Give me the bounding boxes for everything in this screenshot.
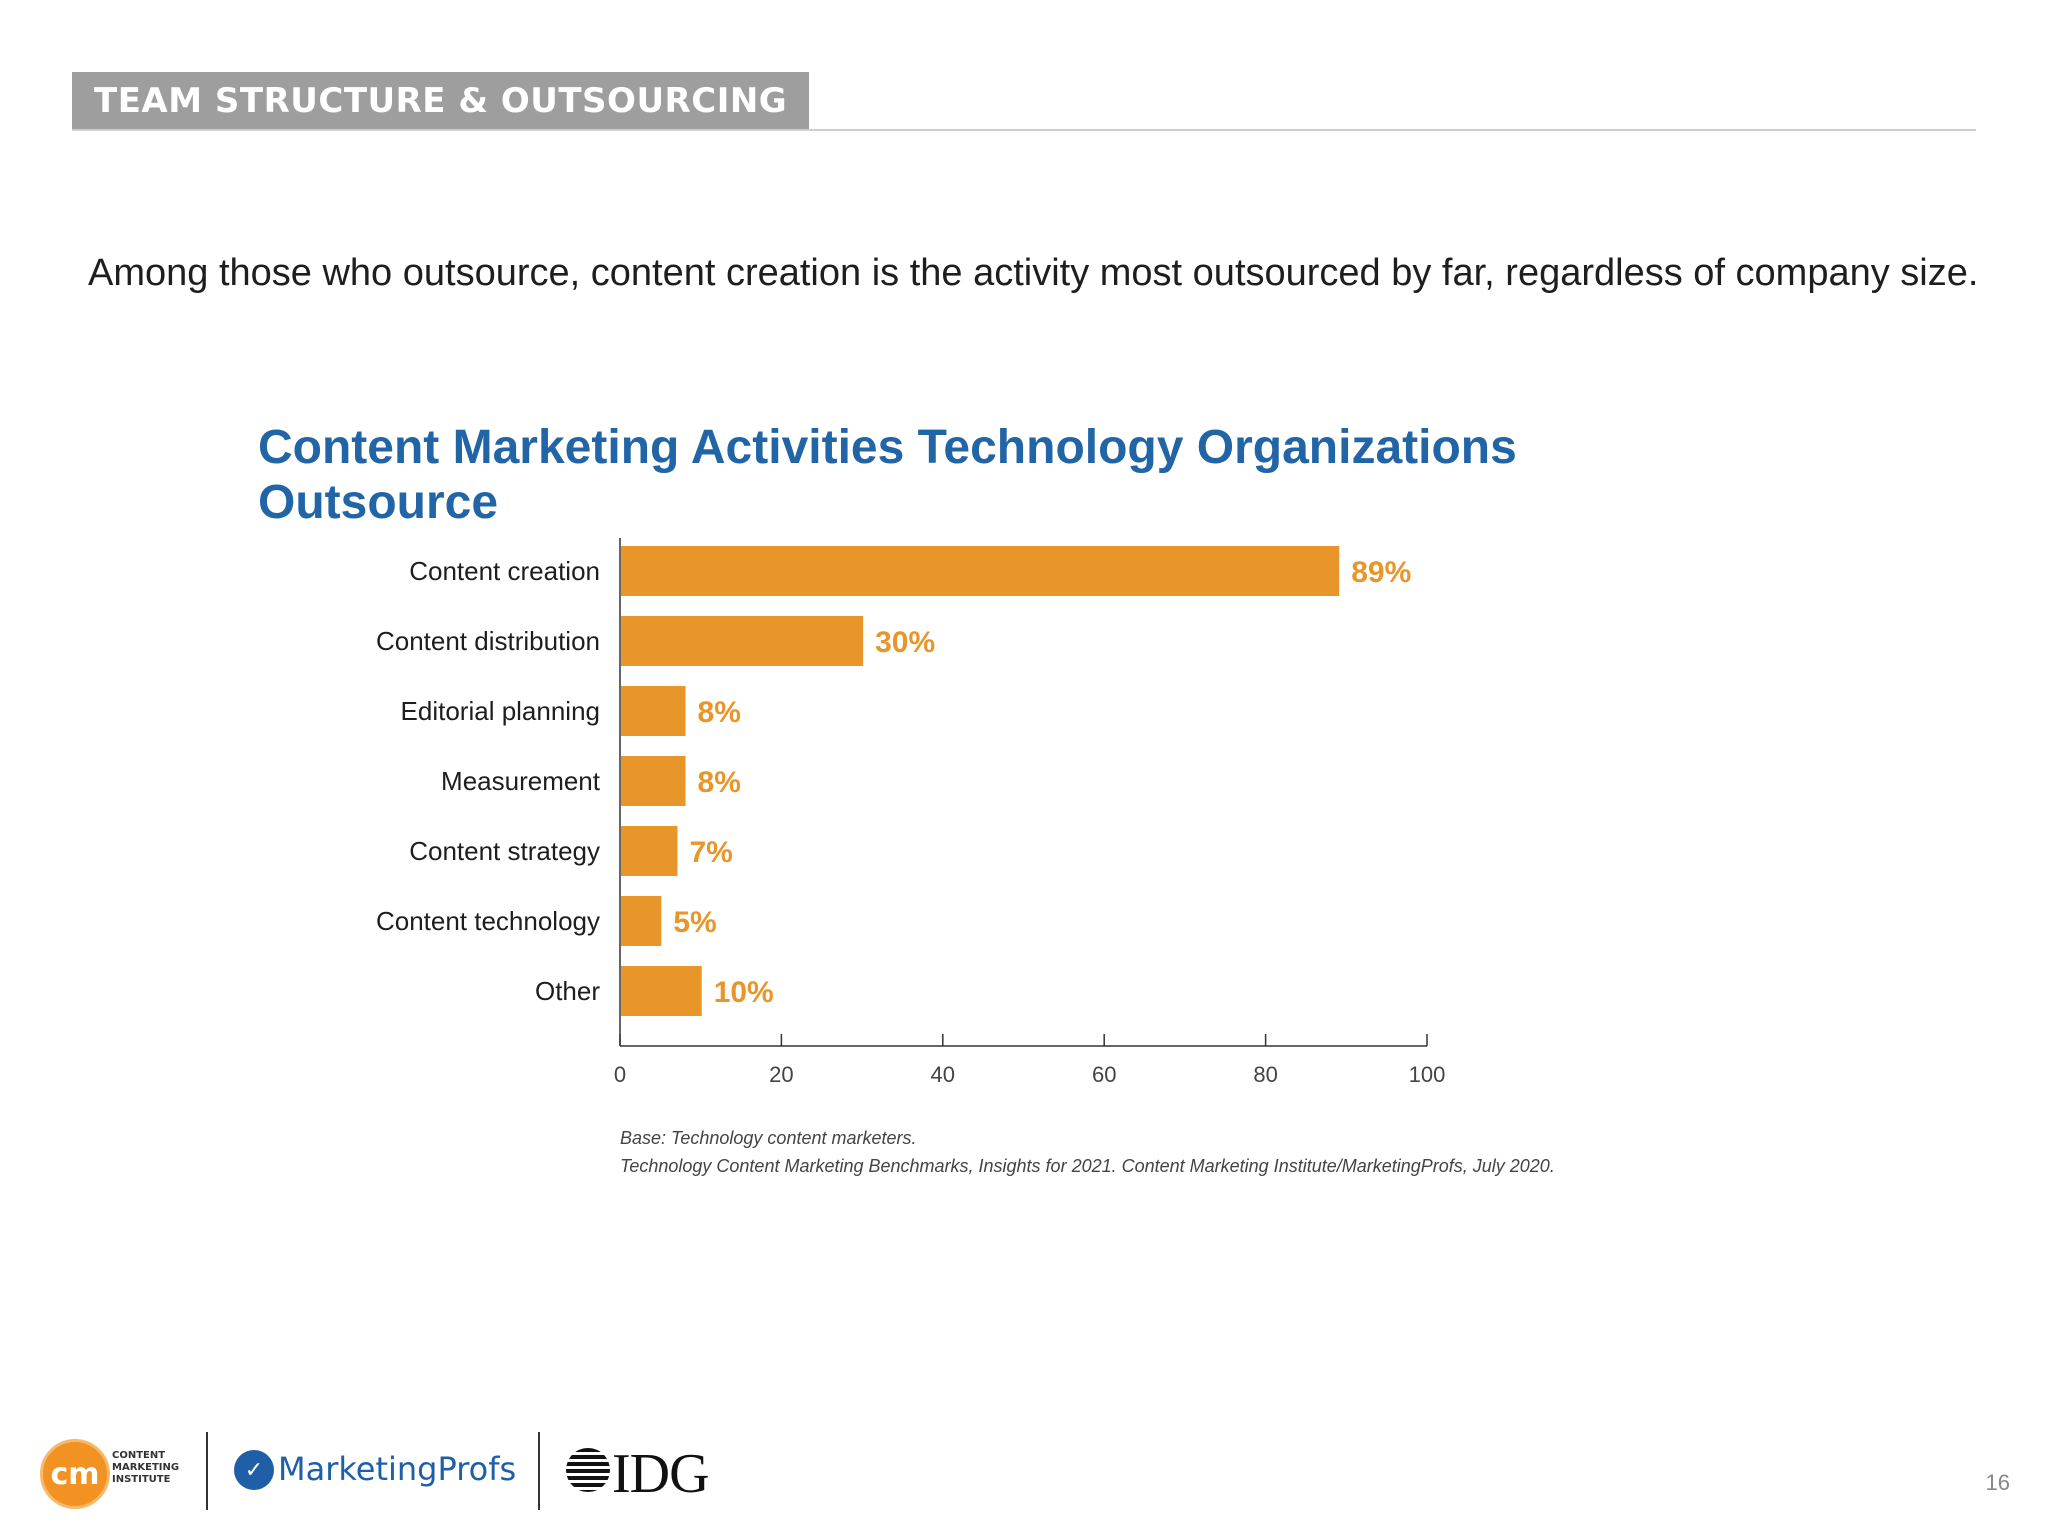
marketingprofs-logo-text: MarketingProfs — [278, 1450, 517, 1488]
cmi-logo-text: CONTENT MARKETING INSTITUTE — [112, 1450, 202, 1486]
category-label: Content strategy — [409, 836, 600, 866]
logo-divider — [206, 1432, 208, 1510]
bar — [621, 896, 662, 946]
cmi-logo-line: CONTENT — [112, 1450, 166, 1461]
category-label: Measurement — [441, 766, 601, 796]
x-tick-label: 80 — [1253, 1062, 1277, 1087]
bar — [621, 966, 702, 1016]
section-label: TEAM STRUCTURE & OUTSOURCING — [94, 81, 788, 121]
x-tick-label: 60 — [1092, 1062, 1116, 1087]
footnote-source: Technology Content Marketing Benchmarks,… — [620, 1156, 1555, 1176]
slide-subtitle: Among those who outsource, content creat… — [88, 252, 1979, 294]
data-label: 7% — [689, 836, 732, 869]
bar — [621, 686, 686, 736]
data-label: 8% — [698, 696, 741, 729]
bar — [621, 616, 864, 666]
idg-globe-icon — [566, 1448, 610, 1492]
logo-divider — [538, 1432, 540, 1510]
bar — [621, 756, 686, 806]
marketingprofs-logo-icon: ✓ — [234, 1450, 274, 1490]
data-label: 89% — [1351, 556, 1411, 589]
data-label: 8% — [698, 766, 741, 799]
x-tick-label: 40 — [931, 1062, 955, 1087]
cmi-logo-line: INSTITUTE — [112, 1474, 171, 1485]
x-tick-label: 0 — [614, 1062, 626, 1087]
x-tick-label: 20 — [769, 1062, 793, 1087]
category-label: Content distribution — [376, 626, 600, 656]
category-label: Other — [535, 976, 600, 1006]
bar — [621, 546, 1340, 596]
cmi-logo-icon: cm — [40, 1439, 110, 1509]
category-label: Editorial planning — [401, 696, 600, 726]
data-label: 5% — [673, 906, 716, 939]
x-tick-label: 100 — [1409, 1062, 1446, 1087]
bar — [621, 826, 678, 876]
bar-chart: Content creation 89% Content distribution 3… — [376, 538, 1446, 1087]
footnote-base: Base: Technology content marketers. — [620, 1128, 917, 1148]
page-number: 16 — [1985, 1470, 2010, 1495]
cmi-logo-mark: cm — [50, 1456, 100, 1492]
category-label: Content creation — [409, 556, 600, 586]
cmi-logo-line: MARKETING — [112, 1462, 180, 1473]
chart-title: Content Marketing Activities Technology … — [258, 421, 1517, 529]
logo-strip: cm CONTENT MARKETING INSTITUTE ✓ Marketi… — [40, 1424, 780, 1514]
idg-logo-text: IDG — [612, 1443, 710, 1505]
section-banner: TEAM STRUCTURE & OUTSOURCING — [72, 72, 810, 130]
section-divider — [72, 129, 1976, 131]
data-label: 30% — [875, 626, 935, 659]
data-label: 10% — [714, 976, 774, 1009]
category-label: Content technology — [376, 906, 600, 936]
